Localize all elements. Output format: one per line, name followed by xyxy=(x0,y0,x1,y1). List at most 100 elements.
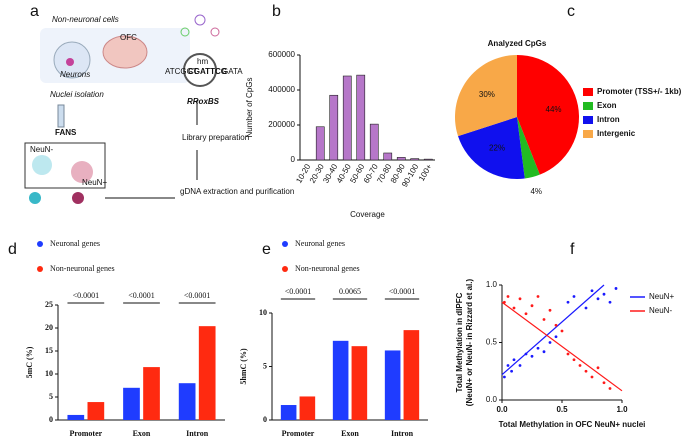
y-tick-label: 15 xyxy=(45,346,53,355)
point xyxy=(596,366,600,370)
bar xyxy=(143,367,160,420)
point xyxy=(614,287,618,290)
bar xyxy=(299,396,316,420)
network-node xyxy=(194,14,206,26)
label: hm xyxy=(197,57,208,66)
point xyxy=(602,381,606,385)
point xyxy=(542,318,546,321)
point xyxy=(506,295,510,298)
point xyxy=(572,358,576,362)
bar xyxy=(342,75,352,161)
point xyxy=(566,300,570,304)
network-node xyxy=(210,27,220,37)
magnifier xyxy=(183,53,217,87)
label: FANS xyxy=(55,128,77,137)
bar xyxy=(315,126,325,161)
legend-swatch xyxy=(583,102,593,110)
x-tick-label: Promoter xyxy=(69,429,102,438)
label: OFC xyxy=(120,33,137,42)
point xyxy=(572,295,576,298)
y-axis-label: (NeuN+ or NeuN- in Rizzard et al.) xyxy=(465,278,474,406)
x-tick-label: Exon xyxy=(341,429,359,438)
point xyxy=(536,346,540,350)
point xyxy=(566,352,570,356)
y-tick-label: 20 xyxy=(45,323,53,332)
legend-label: Non-neuronal genes xyxy=(295,264,360,273)
point xyxy=(554,323,558,327)
tube-icon xyxy=(57,104,65,128)
legend-marker xyxy=(282,241,288,247)
point xyxy=(590,289,594,293)
y-tick-label: 600000 xyxy=(268,50,295,59)
label: Library preparation xyxy=(182,133,249,142)
annotation: <0.0001 xyxy=(285,287,312,296)
y-tick-label: 0.5 xyxy=(486,338,498,347)
point xyxy=(578,364,582,367)
label: gDNA extraction and purification xyxy=(180,187,294,196)
point xyxy=(530,354,534,358)
pos-pellet xyxy=(72,192,84,204)
point xyxy=(512,358,516,362)
panel-label: b xyxy=(272,3,281,20)
y-tick-label: 25 xyxy=(45,300,53,309)
legend-label: Intron xyxy=(597,115,620,124)
annotation: 0.0065 xyxy=(339,287,361,296)
label: GATA xyxy=(222,67,243,76)
pie-slice xyxy=(517,117,540,179)
legend-label: Neuronal genes xyxy=(50,239,100,248)
x-tick-label: 0.5 xyxy=(556,405,568,414)
point xyxy=(584,369,588,373)
y-tick-label: 0 xyxy=(291,155,296,164)
value-label: 22% xyxy=(489,144,505,153)
label: ATCGGT xyxy=(165,67,198,76)
legend-marker xyxy=(37,266,43,272)
panel-label: d xyxy=(8,241,17,258)
bar xyxy=(396,157,406,161)
bar xyxy=(356,74,366,161)
x-axis-label: Total Methylation in OFC NeuN+ nuclei xyxy=(499,420,646,429)
value-label: 44% xyxy=(546,105,562,114)
annotation: <0.0001 xyxy=(73,291,100,300)
legend-label: Exon xyxy=(597,101,617,110)
legend-marker xyxy=(282,266,288,272)
pie-slice xyxy=(454,54,517,137)
point xyxy=(554,335,558,339)
x-tick-label: Exon xyxy=(133,429,151,438)
bar xyxy=(198,326,216,420)
point xyxy=(518,364,522,367)
fit-line xyxy=(501,301,623,392)
annotation: <0.0001 xyxy=(389,287,416,296)
x-tick-label: Intron xyxy=(186,429,209,438)
y-tick-label: 5 xyxy=(263,361,267,370)
annotation: <0.0001 xyxy=(184,291,211,300)
brain-icon xyxy=(102,35,148,69)
fans-box xyxy=(24,142,106,189)
bar xyxy=(123,387,140,420)
bar xyxy=(332,340,349,420)
value-label: 30% xyxy=(479,90,495,99)
y-tick-label: 1.0 xyxy=(486,280,498,289)
y-tick-label: 5 xyxy=(49,392,53,401)
point xyxy=(548,341,552,344)
legend-label: Neuronal genes xyxy=(295,239,345,248)
bar xyxy=(423,158,433,161)
pie-slice xyxy=(517,55,579,175)
fit-line xyxy=(501,284,605,376)
point xyxy=(530,304,534,308)
point xyxy=(584,306,588,310)
pos-cells xyxy=(71,161,93,183)
point xyxy=(602,292,606,296)
neuron-icon xyxy=(66,58,74,66)
label: Non-neuronal cells xyxy=(52,15,119,24)
point xyxy=(542,350,546,354)
legend-swatch xyxy=(583,88,593,96)
legend-marker xyxy=(37,241,43,247)
bar xyxy=(351,346,368,420)
x-tick-label: 0.0 xyxy=(496,405,508,414)
label: CGATTCG xyxy=(188,67,227,76)
point xyxy=(548,308,552,312)
network-node xyxy=(180,27,190,37)
bar xyxy=(280,405,297,420)
bar xyxy=(383,152,393,161)
bar xyxy=(369,123,379,161)
